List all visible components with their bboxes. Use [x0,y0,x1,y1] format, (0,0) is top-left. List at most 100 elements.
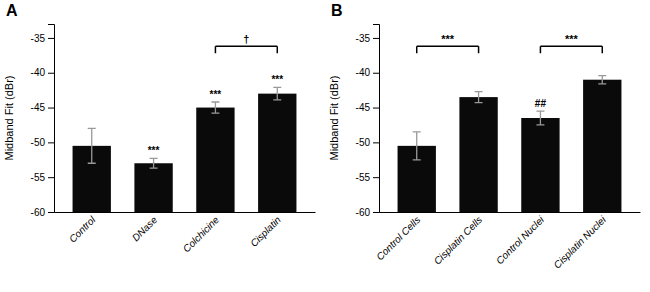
x-tick-label: Control [67,214,98,245]
marks [73,46,297,212]
bracket-tip [478,46,480,53]
bar [521,118,559,212]
x-tick-label: Cisplatin [248,214,283,249]
y-axis: -60 -55 -50 -45 -40 -35 [356,25,380,218]
x-tick-label: Cisplatin Nuclei [551,214,608,271]
y-tick-label: -60 [31,207,46,218]
y-tick: -55 [356,172,379,183]
y-tick-label: -55 [31,172,46,183]
y-axis-title: Midband Fit (dBr) [3,76,15,161]
bracket-tip [277,46,279,53]
y-tick-mark [48,177,54,178]
error-bar [598,76,606,84]
x-tick: Control Nuclei [494,212,547,266]
panel: -60 -55 -50 -45 -40 -35 Control DNase Colchicine… [3,2,316,255]
x-axis-line [55,212,316,213]
bracket-label: *** [441,33,455,45]
y-tick-label: -45 [356,102,371,113]
error-bar [150,158,158,168]
x-tick-label: Control Cells [374,214,422,262]
y-tick-label: -35 [356,33,371,44]
error-bar [211,102,219,113]
bracket-tip [416,46,418,53]
bracket-line [417,46,479,48]
significance-label: ## [535,98,547,109]
plot-area: -60 -55 -50 -45 -40 -35 Control DNase Colchicine… [31,25,316,255]
y-tick: -35 [356,33,379,44]
bracket-line [540,46,602,48]
y-tick-mark [373,73,379,74]
error-bar [536,111,544,125]
y-tick-label: -60 [356,207,371,218]
error-bar [475,92,483,103]
y-axis-title: Midband Fit (dBr) [328,76,340,161]
y-tick: -50 [31,137,54,148]
plot-area: -60-55-50-45-40-35Control CellsCisplatin… [356,25,641,271]
x-axis: Control CellsCisplatin CellsControl Nucl… [374,212,640,271]
bar [258,94,296,212]
significance-label: *** [148,145,160,156]
panel-label: A [6,2,18,19]
marks [398,46,622,212]
y-axis: -60 -55 -50 -45 -40 -35 [31,25,55,218]
panel: -60-55-50-45-40-35Control CellsCisplatin… [328,2,641,271]
y-tick-mark [373,212,379,213]
panel-label: B [331,2,343,19]
x-tick-label: Colchicine [181,214,222,255]
y-tick-mark [373,142,379,143]
x-tick: Cisplatin Nuclei [551,212,608,271]
x-axis: Control DNase Colchicine Cisplatin [55,212,316,255]
y-axis-line [48,25,55,213]
x-tick: Cisplatin Cells [432,212,485,267]
error-bar [88,128,96,163]
y-tick: -35 [31,33,54,44]
y-tick-mark [373,108,379,109]
bar [583,80,621,212]
x-tick: Cisplatin [248,212,283,249]
bracket-tip [215,46,217,53]
bar [134,163,172,212]
y-tick-label: -40 [356,67,371,78]
bracket-tip [602,46,604,53]
y-tick: -40 [31,67,54,78]
significance-label: *** [271,74,283,85]
y-tick-mark [48,142,54,143]
y-tick-label: -55 [356,172,371,183]
y-tick-mark [373,38,379,39]
y-tick: -50 [356,137,379,148]
y-tick: -40 [356,67,379,78]
x-tick: Colchicine [181,212,222,255]
y-tick-mark [48,73,54,74]
bracket-line [215,46,277,48]
y-tick-label: -40 [31,67,46,78]
bracket-tip [540,46,542,53]
y-tick-label: -35 [31,33,46,44]
significance-label: *** [210,89,222,100]
bar [196,108,234,212]
bracket-label: *** [565,33,579,45]
y-tick-mark [48,108,54,109]
y-tick-label: -50 [356,137,371,148]
x-tick-label: Cisplatin Cells [432,214,485,267]
x-tick-label: Control Nuclei [494,214,547,267]
chart: -60 -55 -50 -45 -40 -35 Control DNase Colchicine… [0,0,650,292]
y-tick-label: -45 [31,102,46,113]
y-tick: -45 [31,102,54,113]
error-bar [413,132,421,160]
y-tick-label: -50 [31,137,46,148]
bracket-label: † [243,33,249,45]
y-tick: -55 [31,172,54,183]
error-bar [273,87,281,100]
x-tick: Control Cells [374,212,422,262]
y-tick-mark [48,212,54,213]
x-tick: Control [67,212,98,245]
y-tick: -45 [356,102,379,113]
y-tick: -60 [356,207,379,218]
y-tick-mark [373,177,379,178]
x-axis-line [380,212,641,213]
bar [459,97,497,212]
y-axis-line [373,25,380,213]
x-tick-label: DNase [130,214,160,244]
y-tick-mark [48,38,54,39]
y-tick: -60 [31,207,54,218]
